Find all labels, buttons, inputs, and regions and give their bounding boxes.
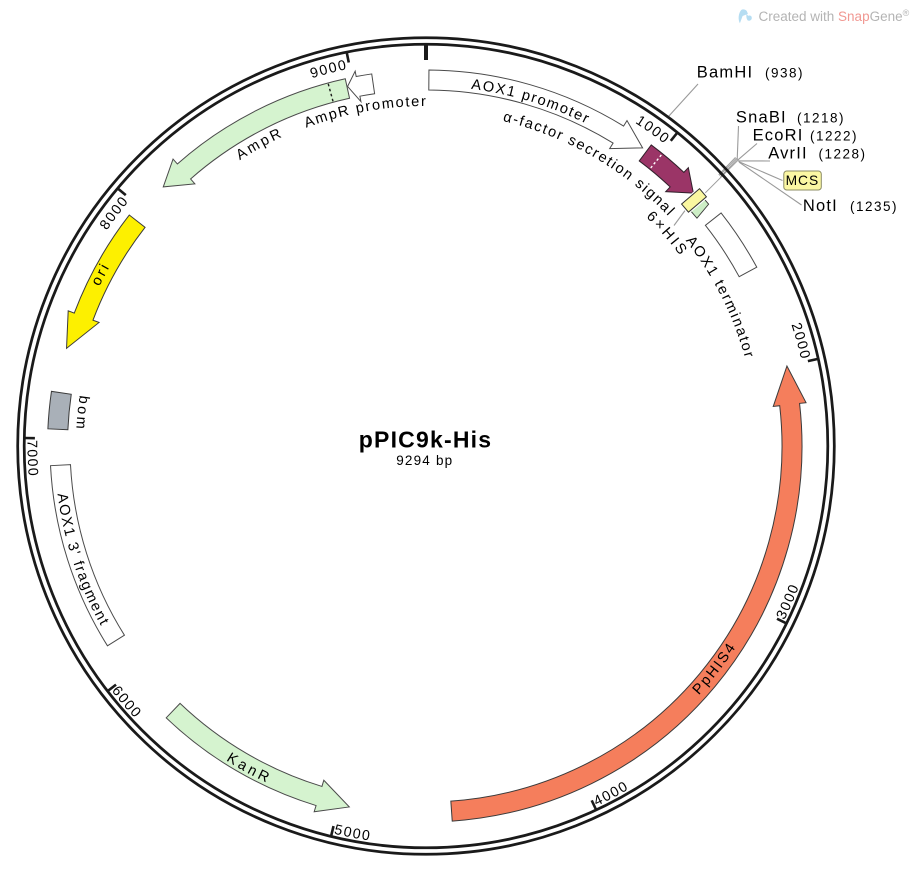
svg-text:7000: 7000 <box>23 440 40 478</box>
svg-text:Created with SnapGene®: Created with SnapGene® <box>759 8 910 24</box>
svg-text:(1228): (1228) <box>819 147 867 162</box>
svg-text:AOX1 3' fragment: AOX1 3' fragment <box>54 492 113 629</box>
svg-text:6000: 6000 <box>108 683 144 722</box>
svg-text:EcoRI: EcoRI <box>753 127 804 145</box>
svg-text:AvrII: AvrII <box>768 145 808 163</box>
svg-text:4000: 4000 <box>591 778 631 810</box>
svg-text:5000: 5000 <box>333 822 373 845</box>
svg-text:SnaBI: SnaBI <box>736 109 787 127</box>
svg-text:bom: bom <box>72 395 91 432</box>
svg-text:(1218): (1218) <box>797 111 845 126</box>
svg-text:MCS: MCS <box>786 173 820 188</box>
svg-text:9294 bp: 9294 bp <box>396 453 453 468</box>
svg-text:pPIC9k-His: pPIC9k-His <box>359 427 492 453</box>
svg-text:(1222): (1222) <box>810 129 858 144</box>
svg-text:(1235): (1235) <box>850 199 898 214</box>
svg-text:NotI: NotI <box>803 197 838 215</box>
svg-text:BamHI: BamHI <box>697 64 753 82</box>
svg-text:(938): (938) <box>765 66 804 81</box>
svg-text:PpHIS4: PpHIS4 <box>690 639 740 698</box>
